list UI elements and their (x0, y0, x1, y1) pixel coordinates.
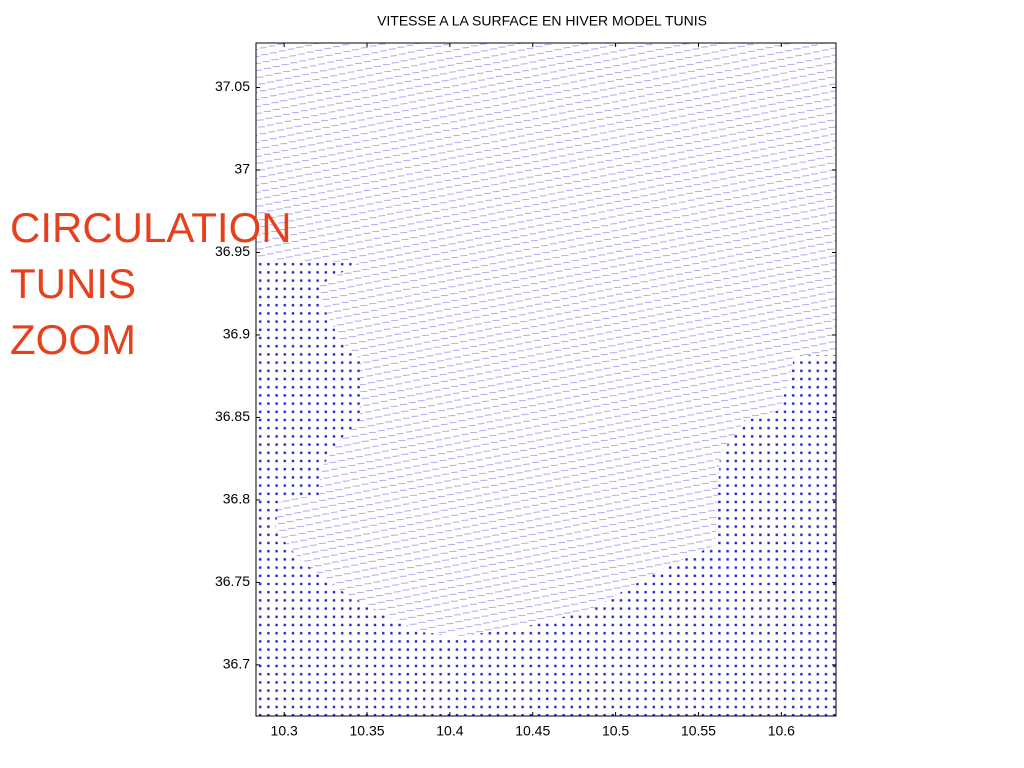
y-tick-label: 36.9 (223, 326, 250, 342)
y-tick-label: 36.85 (215, 408, 250, 424)
x-tick-label: 10.5 (602, 723, 629, 739)
slide-title: CIRCULATION TUNIS ZOOM (10, 200, 292, 368)
x-tick-label: 10.35 (350, 723, 385, 739)
y-tick-label: 36.75 (215, 573, 250, 589)
y-tick-label: 37.05 (215, 78, 250, 94)
x-tick-label: 10.3 (271, 723, 298, 739)
y-tick-label: 37 (234, 161, 250, 177)
x-tick-label: 10.6 (768, 723, 795, 739)
slide-title-line: CIRCULATION (10, 204, 292, 251)
y-tick-label: 36.7 (223, 656, 250, 672)
y-tick-label: 36.95 (215, 243, 250, 259)
chart-title: VITESSE A LA SURFACE EN HIVER MODEL TUNI… (377, 13, 707, 29)
x-tick-label: 10.45 (515, 723, 550, 739)
slide-title-line: ZOOM (10, 316, 136, 363)
vector-field (256, 43, 836, 636)
x-tick-label: 10.4 (436, 723, 463, 739)
y-tick-label: 36.8 (223, 491, 250, 507)
plot-frame (255, 42, 837, 717)
slide-title-line: TUNIS (10, 260, 136, 307)
x-tick-label: 10.55 (681, 723, 716, 739)
